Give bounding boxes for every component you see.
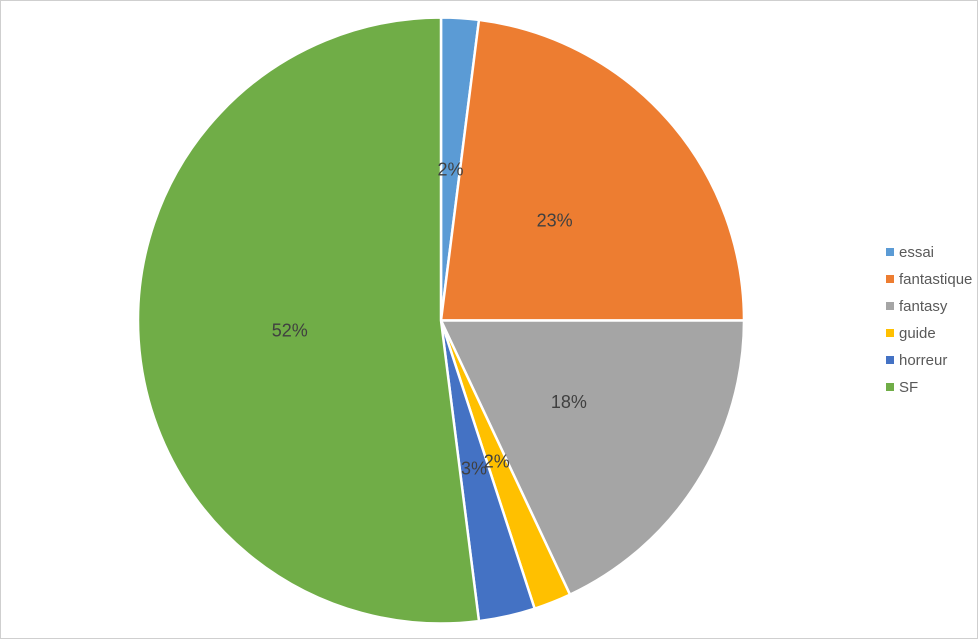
legend-item-fantasy: fantasy	[886, 298, 972, 315]
legend-item-guide: guide	[886, 325, 972, 342]
data-label-fantasy: 18%	[551, 392, 587, 412]
legend-swatch-icon	[886, 356, 894, 364]
legend-item-horreur: horreur	[886, 352, 972, 369]
legend-item-essai: essai	[886, 244, 972, 261]
legend-item-fantastique: fantastique	[886, 271, 972, 288]
legend-label: horreur	[899, 351, 948, 369]
pie-slice-fantastique	[439, 18, 746, 322]
legend-label: essai	[899, 243, 935, 261]
pie-slice-SF	[136, 16, 481, 625]
legend-swatch-icon	[886, 329, 894, 337]
legend-swatch-icon	[886, 248, 894, 256]
chart-legend: essai fantastique fantasy guide horreur SF	[886, 244, 972, 396]
legend-label: guide	[899, 324, 936, 342]
legend-label: SF	[899, 378, 919, 396]
pie-slice-fantasy	[439, 319, 746, 596]
data-label-SF: 52%	[272, 320, 308, 340]
legend-item-SF: SF	[886, 379, 972, 396]
legend-swatch-icon	[886, 302, 894, 310]
legend-swatch-icon	[886, 275, 894, 283]
data-label-fantastique: 23%	[537, 211, 573, 231]
data-label-essai: 2%	[438, 160, 464, 180]
data-label-horreur: 3%	[461, 459, 487, 479]
legend-label: fantastique	[899, 270, 973, 288]
legend-label: fantasy	[899, 297, 948, 315]
legend-swatch-icon	[886, 383, 894, 391]
data-label-guide: 2%	[484, 452, 510, 472]
